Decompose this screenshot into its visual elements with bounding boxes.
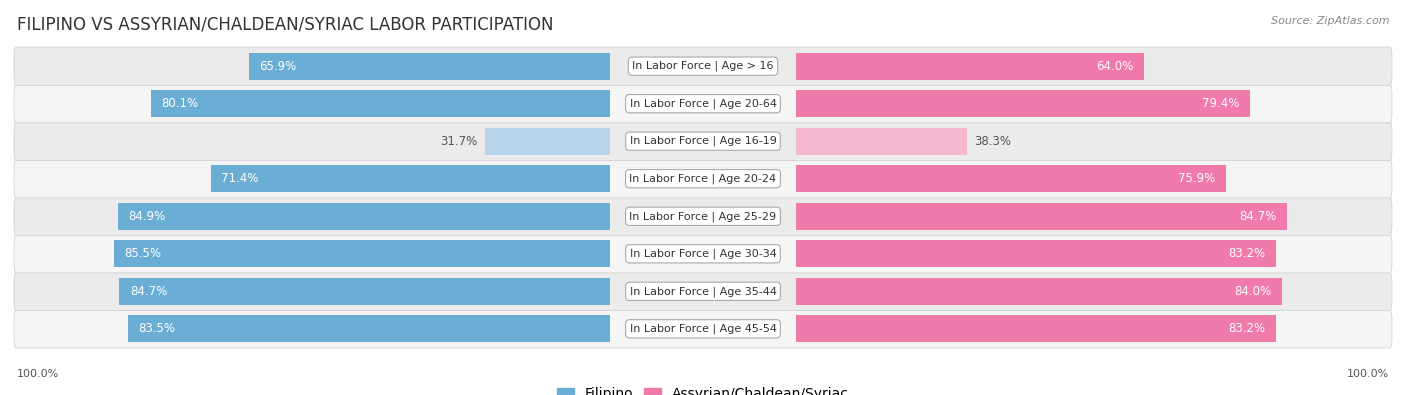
Bar — [796, 53, 1144, 80]
FancyBboxPatch shape — [14, 122, 1392, 160]
Text: 84.9%: 84.9% — [128, 210, 166, 223]
Text: 80.1%: 80.1% — [162, 97, 198, 110]
Bar — [128, 315, 610, 342]
Bar — [152, 90, 610, 117]
Text: 84.7%: 84.7% — [1239, 210, 1277, 223]
Text: 31.7%: 31.7% — [440, 135, 478, 148]
Text: 71.4%: 71.4% — [221, 172, 259, 185]
Text: 83.2%: 83.2% — [1229, 322, 1265, 335]
Text: In Labor Force | Age 20-64: In Labor Force | Age 20-64 — [630, 98, 776, 109]
Text: In Labor Force | Age 35-44: In Labor Force | Age 35-44 — [630, 286, 776, 297]
Bar — [796, 240, 1277, 267]
Bar — [796, 203, 1286, 230]
Bar — [211, 165, 610, 192]
Text: 65.9%: 65.9% — [259, 60, 297, 73]
FancyBboxPatch shape — [14, 272, 1392, 310]
FancyBboxPatch shape — [14, 47, 1392, 85]
Text: In Labor Force | Age 25-29: In Labor Force | Age 25-29 — [630, 211, 776, 222]
FancyBboxPatch shape — [14, 235, 1392, 273]
Text: 64.0%: 64.0% — [1097, 60, 1133, 73]
Text: FILIPINO VS ASSYRIAN/CHALDEAN/SYRIAC LABOR PARTICIPATION: FILIPINO VS ASSYRIAN/CHALDEAN/SYRIAC LAB… — [17, 16, 554, 34]
Text: 79.4%: 79.4% — [1202, 97, 1240, 110]
Bar — [485, 128, 610, 155]
Legend: Filipino, Assyrian/Chaldean/Syriac: Filipino, Assyrian/Chaldean/Syriac — [551, 382, 855, 395]
Text: 100.0%: 100.0% — [1347, 369, 1389, 379]
Text: 84.0%: 84.0% — [1234, 285, 1271, 298]
Text: 100.0%: 100.0% — [17, 369, 59, 379]
Bar — [120, 278, 610, 305]
Text: Source: ZipAtlas.com: Source: ZipAtlas.com — [1271, 16, 1389, 26]
Text: 85.5%: 85.5% — [124, 247, 162, 260]
Text: In Labor Force | Age 16-19: In Labor Force | Age 16-19 — [630, 136, 776, 147]
Bar — [796, 165, 1226, 192]
Text: 38.3%: 38.3% — [974, 135, 1011, 148]
Text: In Labor Force | Age > 16: In Labor Force | Age > 16 — [633, 61, 773, 71]
Text: 83.2%: 83.2% — [1229, 247, 1265, 260]
Bar — [118, 203, 610, 230]
Bar — [796, 128, 967, 155]
Text: In Labor Force | Age 45-54: In Labor Force | Age 45-54 — [630, 324, 776, 334]
Bar — [796, 315, 1277, 342]
Bar — [114, 240, 610, 267]
Text: 75.9%: 75.9% — [1178, 172, 1216, 185]
Bar — [796, 90, 1250, 117]
Text: 84.7%: 84.7% — [129, 285, 167, 298]
Bar — [249, 53, 610, 80]
FancyBboxPatch shape — [14, 85, 1392, 123]
Text: 83.5%: 83.5% — [138, 322, 176, 335]
Bar — [796, 278, 1282, 305]
FancyBboxPatch shape — [14, 197, 1392, 235]
Text: In Labor Force | Age 30-34: In Labor Force | Age 30-34 — [630, 248, 776, 259]
FancyBboxPatch shape — [14, 160, 1392, 198]
Text: In Labor Force | Age 20-24: In Labor Force | Age 20-24 — [630, 173, 776, 184]
FancyBboxPatch shape — [14, 310, 1392, 348]
